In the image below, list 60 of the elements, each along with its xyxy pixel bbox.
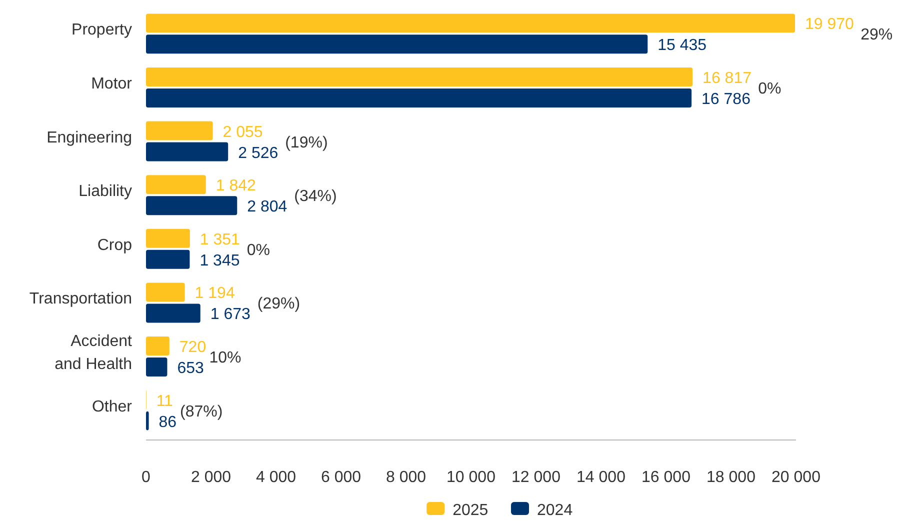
y-tick-label: Other: [92, 398, 133, 416]
y-tick-label: Property: [72, 22, 132, 39]
annotation: 10%: [209, 350, 242, 367]
legend-label: 2025: [452, 502, 488, 519]
legend-label: 2024: [537, 502, 573, 519]
y-tick-label: Motor: [91, 75, 133, 92]
bar: [146, 88, 692, 108]
x-tick-label: 4 000: [256, 469, 296, 486]
bar: [146, 196, 238, 216]
x-tick-label: 8 000: [386, 469, 426, 486]
x-tick-label: 10 000: [446, 469, 496, 486]
y-tick-label: Transportation: [29, 290, 132, 308]
bar: [146, 228, 190, 248]
data-label: 653: [177, 360, 204, 378]
bar: [146, 411, 149, 430]
y-tick-label: Liability: [78, 183, 132, 200]
x-tick-label: 12 000: [512, 469, 561, 486]
data-label: 16 786: [702, 90, 751, 108]
data-label: 19 970: [805, 16, 854, 34]
x-tick-label: 6 000: [320, 469, 362, 486]
x-tick-label: 16 000: [642, 469, 691, 486]
annotation: (34%): [294, 188, 337, 206]
bar: [146, 175, 206, 194]
bar: [146, 14, 796, 33]
data-label: 2 804: [247, 198, 288, 216]
x-tick-label: 20 000: [772, 469, 821, 486]
data-label: 15 435: [658, 37, 707, 54]
text: 29%: [860, 26, 893, 44]
x-tick-label: 2 000: [190, 469, 232, 486]
data-label: 11: [156, 392, 174, 410]
bar: [146, 282, 185, 302]
bar: [146, 304, 200, 323]
annotation: (19%): [285, 134, 328, 152]
bar: [146, 121, 213, 140]
annotation: (29%): [257, 296, 300, 313]
data-label: 1 351: [200, 231, 240, 248]
annotation: 0%: [246, 242, 270, 259]
bar: [146, 358, 168, 377]
y-tick-label: Crop: [97, 236, 132, 254]
data-label: 2 526: [238, 144, 278, 162]
data-label: 86: [158, 414, 177, 431]
bar: [146, 336, 170, 356]
x-tick-label: 14 000: [576, 469, 626, 486]
annotation: (87%): [180, 403, 223, 420]
bar: [146, 142, 228, 162]
data-label: 1 673: [210, 306, 251, 324]
annotation: 0%: [758, 80, 782, 98]
bar: [146, 34, 648, 54]
data-label: 1 842: [216, 178, 256, 195]
bar: [146, 250, 190, 269]
x-tick-label: 18 000: [706, 469, 756, 486]
data-label: 16 817: [702, 70, 752, 87]
data-label: 1 345: [200, 252, 240, 270]
bar: [146, 68, 693, 86]
x-tick-label: 0: [142, 469, 151, 486]
data-label: 1 194: [194, 285, 235, 302]
data-label: 720: [179, 339, 206, 356]
data-label: 2 055: [222, 124, 263, 141]
y-tick-label: Accident and Health: [54, 333, 133, 374]
y-tick-label: Engineering: [46, 129, 132, 146]
